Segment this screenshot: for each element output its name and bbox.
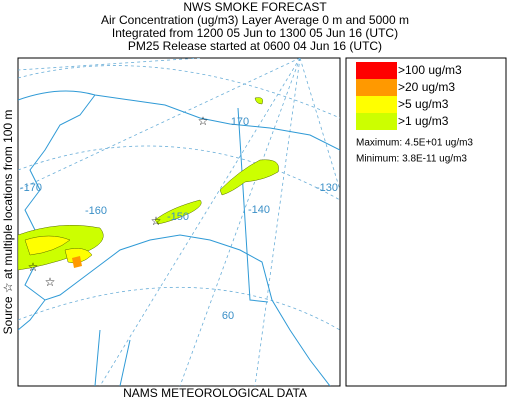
legend-label: >20 ug/m3 [398,80,455,94]
grid-line [254,58,301,386]
source-star: ☆ [198,114,209,128]
source-star: ☆ [151,214,162,228]
legend-minimum: Minimum: 3.8E-11 ug/m3 [356,154,467,165]
grid-label: -130 [316,182,338,194]
grid-line [179,58,301,386]
legend-swatch [356,113,397,130]
coastline [18,299,131,386]
coastline [19,94,331,386]
subtitle: Integrated from 1200 05 Jun to 1300 05 J… [112,26,398,40]
legend-label: >1 ug/m3 [398,114,449,128]
title: NWS SMOKE FORECAST [183,0,327,14]
map-frame [17,57,341,387]
grid-line [99,58,301,386]
legend: Maximum: 4.5E+01 ug/m3 Minimum: 3.8E-11 … [345,57,507,387]
grid-line [18,65,340,119]
legend-swatch [356,62,397,79]
source-label: Source ☆ at multiple locations from 100 … [1,110,15,335]
grid-line [18,145,340,201]
grid-label: -160 [85,205,107,217]
legend-swatch [356,79,397,96]
map: ☆ ☆ ☆ ☆ 170 -170 -160 -150 -140 -130 60 [17,57,341,387]
coastline [18,90,340,151]
legend-swatch [356,96,397,113]
smoke-plume [154,199,202,225]
smoke-plume [254,97,263,105]
grid-line [18,58,301,191]
subtitle: Air Concentration (ug/m3) Layer Average … [101,13,409,27]
source-star: ☆ [45,275,56,289]
grid-line [18,286,340,331]
grid-line [299,58,340,191]
grid-label: 60 [222,310,234,322]
legend-maximum: Maximum: 4.5E+01 ug/m3 [356,138,473,149]
grid-label: 170 [231,116,249,128]
smoke-plume [24,235,93,264]
grid-label: -170 [20,182,42,194]
smoke-plume [72,256,82,268]
subtitle: PM25 Release started at 0600 04 Jun 16 (… [128,39,382,53]
grid-label: -140 [248,204,270,216]
legend-label: >100 ug/m3 [398,63,462,77]
grid-label: -150 [167,211,189,223]
legend-label: >5 ug/m3 [398,97,449,111]
smoke-plume [219,159,279,196]
source-star: ☆ [28,260,39,274]
footer: NAMS METEOROLOGICAL DATA [123,386,307,400]
grid-line [18,58,201,71]
